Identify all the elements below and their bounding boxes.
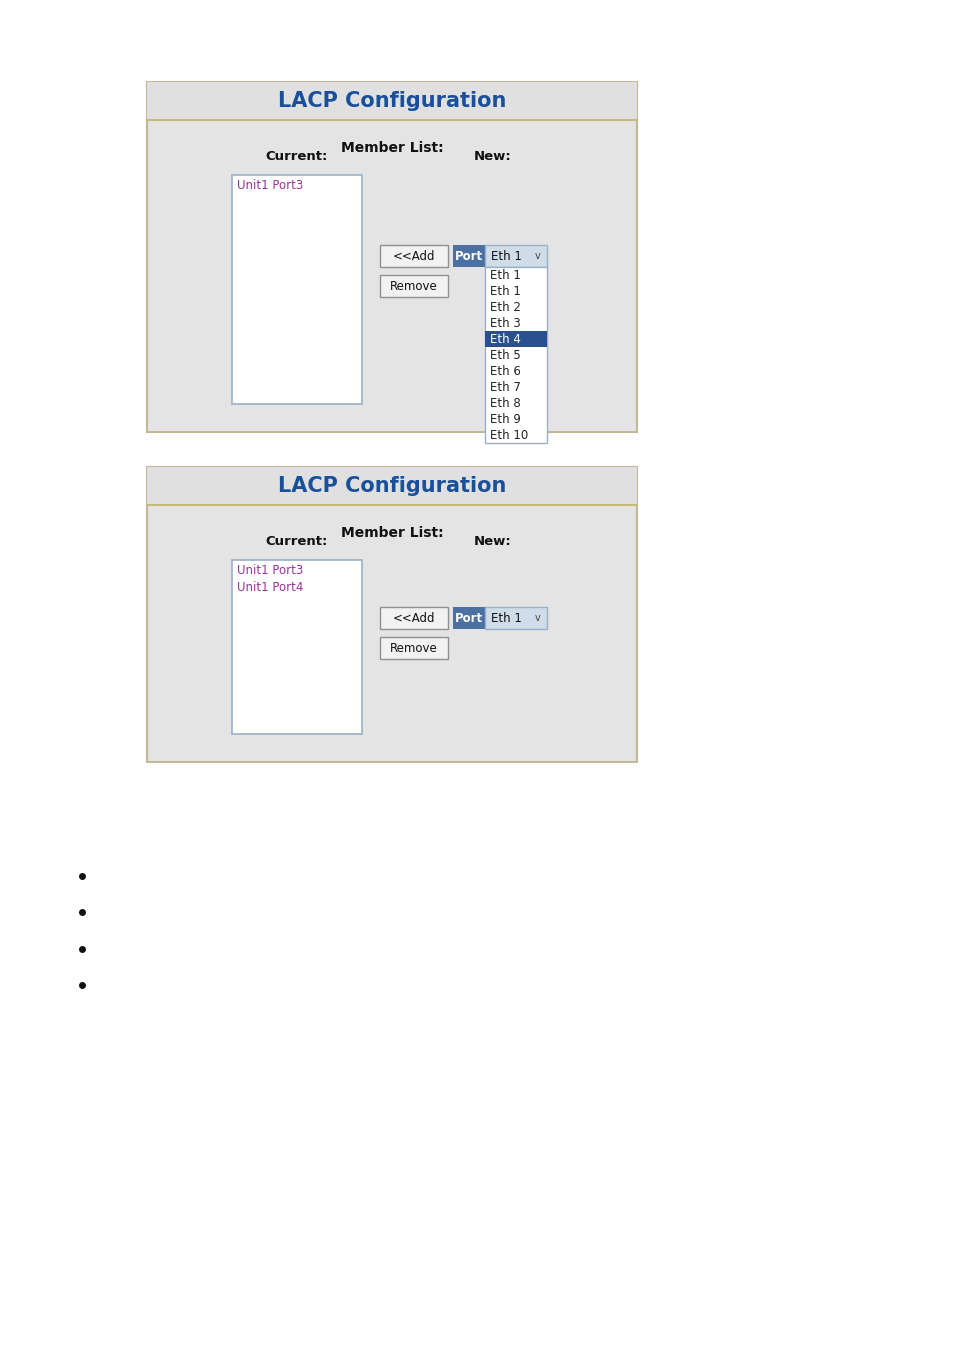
Text: Eth 1: Eth 1 [490,285,520,298]
Bar [484,267,546,443]
Text: v: v [535,613,540,624]
Text: v: v [535,251,540,261]
Text: Unit1 Port3: Unit1 Port3 [236,564,303,576]
Bar [232,560,361,734]
Text: Eth 4: Eth 4 [490,332,520,346]
Bar [453,246,484,267]
Text: Remove: Remove [390,279,437,293]
Text: New:: New: [474,535,512,548]
Text: Eth 1: Eth 1 [490,269,520,282]
Text: LACP Configuration: LACP Configuration [277,477,506,495]
Text: Eth 1: Eth 1 [491,612,521,625]
Bar [147,82,637,120]
Text: New:: New: [474,150,512,163]
Text: Eth 8: Eth 8 [490,397,520,409]
Text: Eth 5: Eth 5 [490,348,520,362]
Text: <<Add: <<Add [393,250,435,263]
Text: Port: Port [455,612,482,625]
Bar [484,246,546,267]
Text: Unit1 Port3: Unit1 Port3 [236,180,303,192]
Bar [147,467,637,761]
Text: Current:: Current: [266,535,328,548]
Bar [484,331,546,347]
Text: Eth 10: Eth 10 [490,429,528,441]
Bar [379,275,448,297]
Text: Member List:: Member List: [340,526,443,540]
Bar [379,608,448,629]
Text: Eth 9: Eth 9 [490,413,520,425]
Bar [232,176,361,404]
Bar [147,82,637,432]
Text: Member List:: Member List: [340,140,443,155]
Text: Port: Port [455,250,482,263]
Bar [147,467,637,505]
Text: <<Add: <<Add [393,612,435,625]
Text: Eth 1: Eth 1 [491,250,521,263]
Text: Remove: Remove [390,641,437,655]
Text: Eth 6: Eth 6 [490,364,520,378]
Text: Eth 7: Eth 7 [490,381,520,394]
Bar [453,608,484,629]
Bar [379,246,448,267]
Text: Eth 3: Eth 3 [490,317,520,329]
Text: Eth 2: Eth 2 [490,301,520,313]
Bar [484,608,546,629]
Text: LACP Configuration: LACP Configuration [277,90,506,111]
Text: Current:: Current: [266,150,328,163]
Text: Unit1 Port4: Unit1 Port4 [236,580,303,594]
Bar [379,637,448,659]
